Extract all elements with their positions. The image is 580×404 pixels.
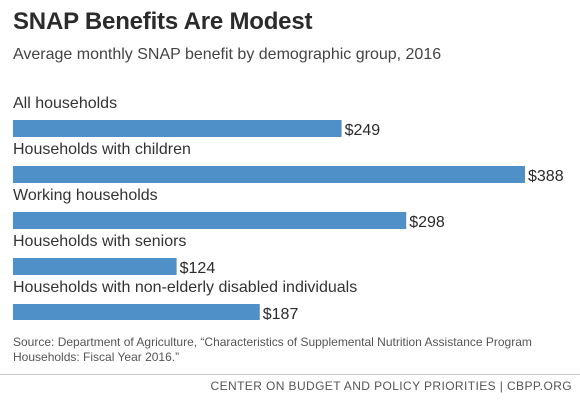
category-label: Working households [13, 187, 158, 204]
bar [13, 212, 407, 229]
category-label: Households with seniors [13, 233, 186, 250]
value-label: $249 [345, 122, 381, 139]
footer-divider [0, 374, 580, 375]
value-label: $187 [263, 306, 299, 320]
bar [13, 258, 177, 275]
value-label: $298 [409, 214, 445, 231]
value-label: $124 [180, 260, 216, 277]
chart-subtitle: Average monthly SNAP benefit by demograp… [13, 46, 442, 63]
footer-credit: CENTER ON BUDGET AND POLICY PRIORITIES |… [210, 379, 572, 393]
bar [13, 120, 342, 137]
bar [13, 166, 525, 183]
category-label: Households with children [13, 141, 191, 158]
category-label: All households [13, 95, 117, 112]
category-label: Households with non-elderly disabled ind… [13, 279, 357, 296]
value-label: $388 [528, 168, 564, 185]
bar-chart: All households $249 Households with childr… [13, 95, 564, 320]
chart-title: SNAP Benefits Are Modest [13, 8, 313, 35]
bar [13, 304, 260, 320]
source-note: Source: Department of Agriculture, “Char… [13, 335, 532, 364]
